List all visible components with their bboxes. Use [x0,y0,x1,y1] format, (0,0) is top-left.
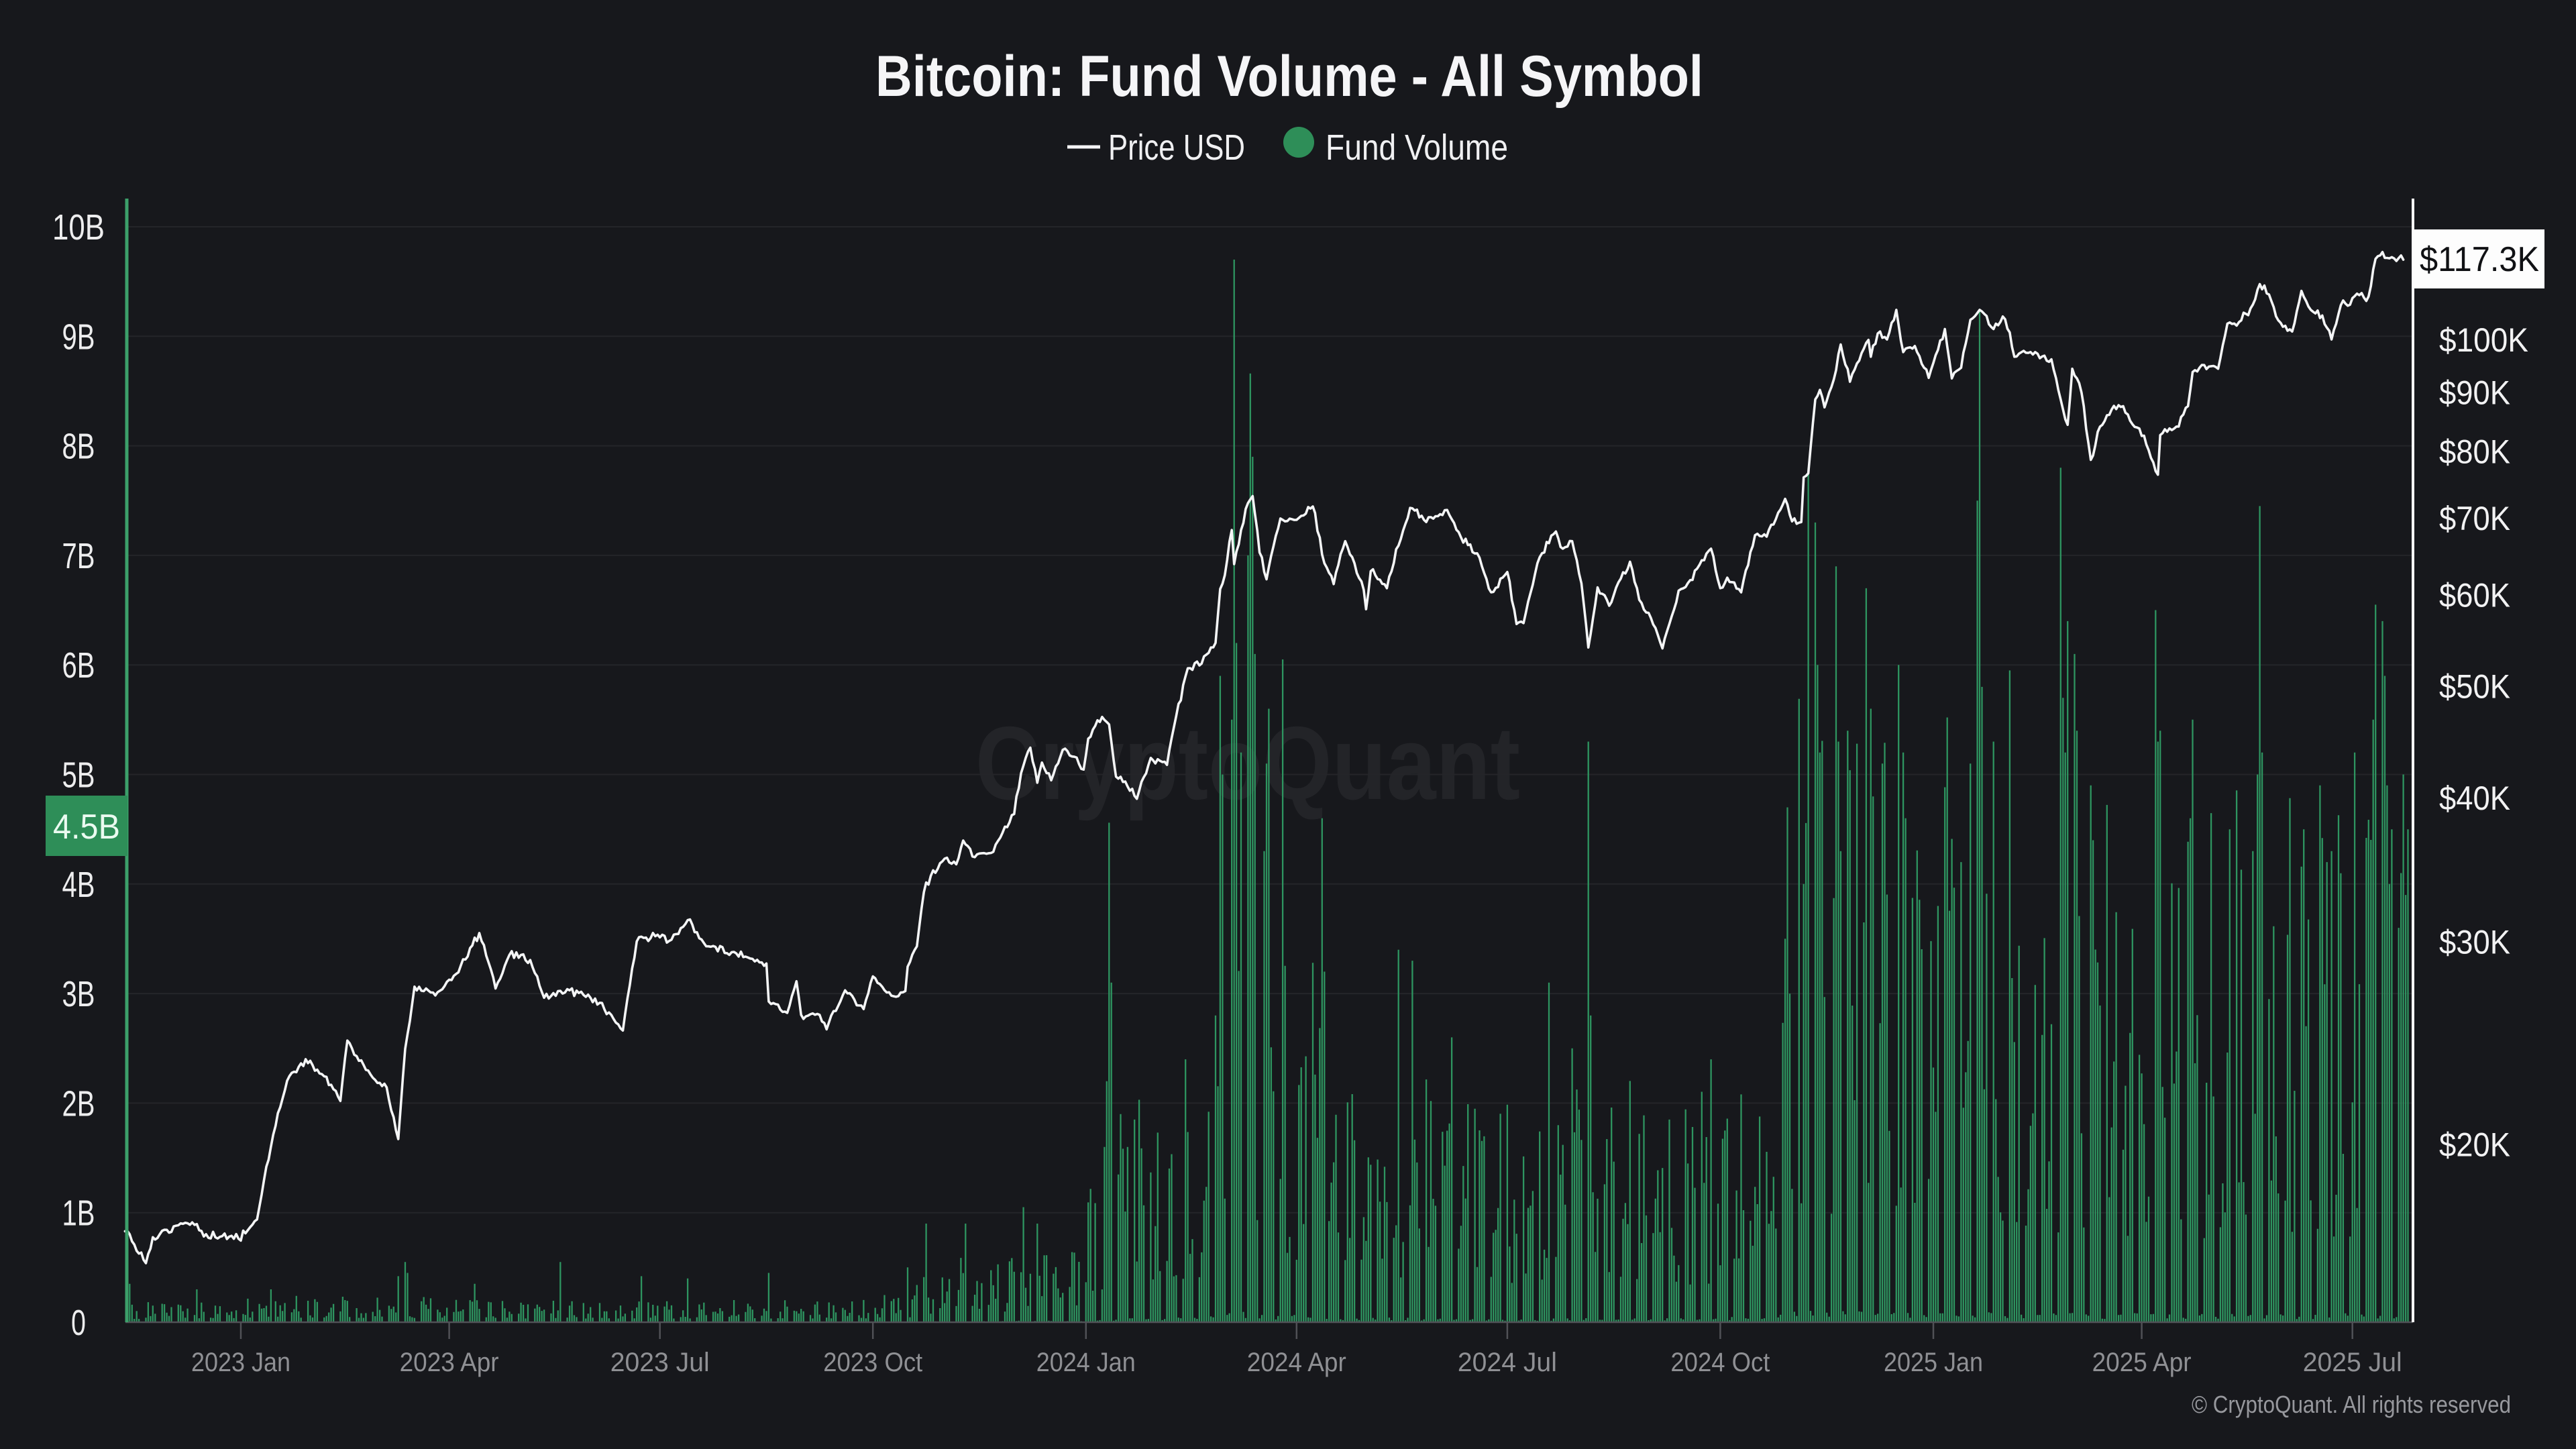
svg-text:$90K: $90K [2439,374,2510,412]
svg-text:3B: 3B [62,974,95,1014]
svg-text:9B: 9B [62,317,95,357]
svg-text:$117.3K: $117.3K [2420,240,2539,279]
svg-text:2025 Apr: 2025 Apr [2092,1348,2192,1377]
svg-text:0: 0 [71,1303,86,1343]
svg-text:2024 Jul: 2024 Jul [1458,1348,1557,1377]
svg-text:2023 Jan: 2023 Jan [191,1348,290,1377]
svg-text:$70K: $70K [2439,500,2510,537]
svg-text:6B: 6B [62,645,95,686]
svg-text:5B: 5B [62,755,95,796]
svg-text:$30K: $30K [2439,923,2510,961]
svg-text:2025 Jan: 2025 Jan [1884,1348,1983,1377]
svg-text:2024 Apr: 2024 Apr [1247,1348,1346,1377]
svg-text:$60K: $60K [2439,577,2510,614]
svg-text:4B: 4B [62,865,95,905]
svg-text:10B: 10B [52,207,105,248]
svg-text:$20K: $20K [2439,1126,2510,1163]
svg-text:Price USD: Price USD [1108,127,1245,168]
svg-text:4.5B: 4.5B [53,808,120,847]
svg-text:© CryptoQuant. All rights rese: © CryptoQuant. All rights reserved [2192,1391,2511,1418]
svg-text:$100K: $100K [2439,321,2528,359]
svg-text:2024 Oct: 2024 Oct [1670,1348,1770,1377]
svg-text:1B: 1B [62,1193,95,1234]
svg-text:$40K: $40K [2439,780,2510,817]
svg-text:2023 Oct: 2023 Oct [823,1348,922,1377]
svg-text:$80K: $80K [2439,433,2510,470]
svg-text:2024 Jan: 2024 Jan [1036,1348,1136,1377]
svg-text:2B: 2B [62,1083,95,1124]
svg-text:7B: 7B [62,536,95,576]
svg-text:Fund Volume: Fund Volume [1326,127,1508,168]
svg-text:8B: 8B [62,427,95,467]
svg-text:Bitcoin: Fund Volume - All Sym: Bitcoin: Fund Volume - All Symbol [875,44,1703,109]
svg-text:2023 Apr: 2023 Apr [400,1348,499,1377]
svg-text:2023 Jul: 2023 Jul [610,1348,710,1377]
svg-text:2025 Jul: 2025 Jul [2303,1348,2402,1377]
svg-text:$50K: $50K [2439,668,2510,706]
